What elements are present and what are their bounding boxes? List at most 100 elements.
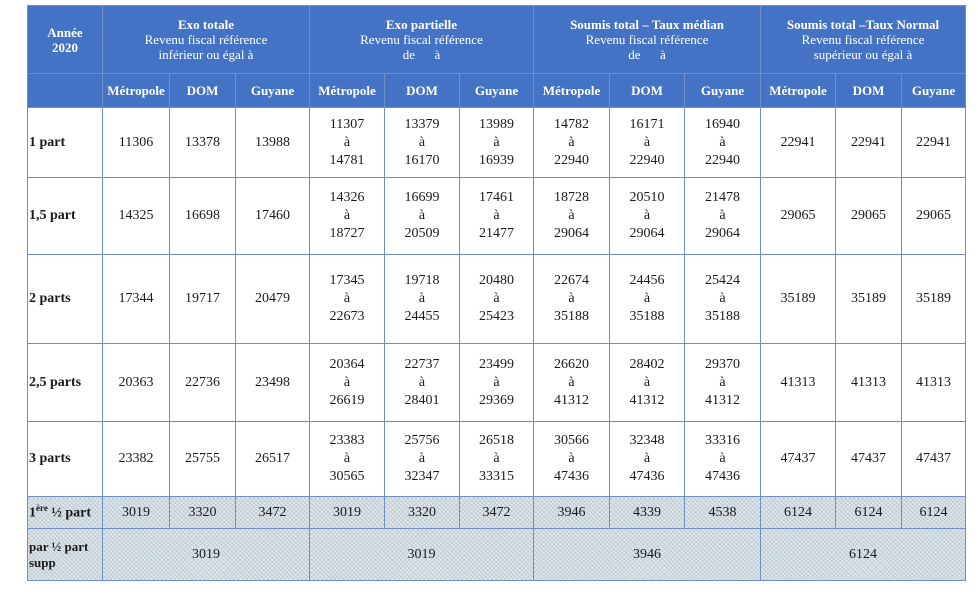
range-from: 28402 <box>629 356 665 372</box>
group-subtitle-range: de à <box>402 47 441 62</box>
range-from: 33316 <box>705 433 740 448</box>
range-cell: 16940 à 22940 <box>684 107 761 178</box>
subheader-metropole: Métropole <box>309 73 385 108</box>
subheader-metropole: Métropole <box>760 73 836 108</box>
row-label-rest: ½ part <box>47 505 91 521</box>
value-cell: 4538 <box>684 496 761 529</box>
range-to: 20509 <box>404 226 440 241</box>
value-cell: 14325 <box>102 177 170 255</box>
range-sep: à <box>418 374 426 390</box>
value-cell: 6124 <box>901 496 966 529</box>
range-from: 23383 <box>329 433 365 448</box>
value-cell: 3320 <box>169 496 236 529</box>
range-sep: à <box>418 451 426 466</box>
header-row: Année 2020 Exo totale Revenu fiscal réfé… <box>27 5 966 74</box>
range-from: 21478 <box>705 190 740 205</box>
table-row: 2 parts 17344 19717 20479 17345 à 22673 19… <box>27 254 966 344</box>
range-from: 23499 <box>479 356 514 372</box>
value-cell: 3019 <box>102 528 310 581</box>
range-to: 21477 <box>479 226 514 241</box>
subheader-guyane: Guyane <box>459 73 534 108</box>
value-cell: 22736 <box>169 343 236 422</box>
range-to: 22940 <box>705 152 740 168</box>
range-to: 35188 <box>629 309 665 324</box>
year-label: Année 2020 <box>47 24 83 55</box>
range-to: 22940 <box>629 152 665 168</box>
value-cell: 19717 <box>169 254 236 344</box>
range-sep: à <box>343 134 351 150</box>
group-header-taux-median: Soumis total – Taux médian Revenu fiscal… <box>533 5 761 74</box>
range-sep: à <box>643 134 651 150</box>
range-from: 14782 <box>554 116 589 132</box>
range-cell: 22737 à 28401 <box>384 343 460 422</box>
row-label: 1 part <box>27 107 103 178</box>
range-sep: à <box>343 208 351 223</box>
row-label: 2 parts <box>27 254 103 344</box>
value-cell: 3019 <box>102 496 170 529</box>
income-threshold-table: Année 2020 Exo totale Revenu fiscal réfé… <box>27 5 966 581</box>
table-row: 2,5 parts 20363 22736 23498 20364 à 26619 … <box>27 343 966 422</box>
range-to: 29064 <box>629 226 665 241</box>
range-sep: à <box>568 134 575 150</box>
range-from: 20364 <box>329 356 365 372</box>
range-sep: à <box>568 451 575 466</box>
value-cell: 17460 <box>235 177 310 255</box>
range-cell: 26620 à 41312 <box>533 343 610 422</box>
range-to: 29064 <box>554 226 589 241</box>
range-cell: 21478 à 29064 <box>684 177 761 255</box>
group-subtitle: Revenu fiscal référence <box>801 32 925 47</box>
range-sep: à <box>719 451 726 466</box>
subheader-metropole: Métropole <box>533 73 610 108</box>
range-from: 20480 <box>479 273 514 288</box>
range-cell: 18728 à 29064 <box>533 177 610 255</box>
range-from: 26518 <box>479 433 514 448</box>
range-sep: à <box>493 291 500 306</box>
range-cell: 32348 à 47436 <box>609 421 685 497</box>
range-cell: 11307 à 14781 <box>309 107 385 178</box>
subheader-dom: DOM <box>835 73 902 108</box>
value-cell: 20479 <box>235 254 310 344</box>
range-cell: 16171 à 22940 <box>609 107 685 178</box>
group-title: Soumis total – Taux médian <box>570 17 724 32</box>
year-header-cell: Année 2020 <box>27 5 103 74</box>
range-cell: 22674 à 35188 <box>533 254 610 344</box>
value-cell: 23382 <box>102 421 170 497</box>
range-to: 47436 <box>629 469 665 484</box>
range-sep: à <box>643 374 651 390</box>
value-cell: 29065 <box>835 177 902 255</box>
first-half-part-row: 1ère ½ part 3019 3320 3472 3019 3320 347… <box>27 496 966 529</box>
value-cell: 47437 <box>760 421 836 497</box>
group-subtitle-range: inférieur ou égal à <box>158 47 254 62</box>
range-cell: 30566 à 47436 <box>533 421 610 497</box>
group-subtitle-range: de à <box>628 47 666 62</box>
group-subtitle: Revenu fiscal référence <box>360 32 483 47</box>
range-cell: 29370 à 41312 <box>684 343 761 422</box>
range-from: 20510 <box>629 190 665 205</box>
range-from: 16699 <box>404 190 440 205</box>
group-title: Exo partielle <box>385 17 458 32</box>
row-label: 2,5 parts <box>27 343 103 422</box>
range-from: 29370 <box>705 356 740 372</box>
range-from: 22674 <box>554 273 589 288</box>
range-sep: à <box>493 134 500 150</box>
range-from: 26620 <box>554 356 589 372</box>
range-to: 41312 <box>705 392 740 408</box>
range-cell: 14782 à 22940 <box>533 107 610 178</box>
row-label: par ½ part supp <box>27 528 103 581</box>
range-sep: à <box>343 374 351 390</box>
value-cell: 16698 <box>169 177 236 255</box>
range-sep: à <box>343 451 351 466</box>
range-cell: 23383 à 30565 <box>309 421 385 497</box>
value-cell: 22941 <box>835 107 902 178</box>
range-sep: à <box>568 291 575 306</box>
range-sep: à <box>719 134 726 150</box>
range-to: 16170 <box>404 152 440 168</box>
range-to: 47436 <box>705 469 740 484</box>
range-cell: 28402 à 41312 <box>609 343 685 422</box>
range-to: 33315 <box>479 469 514 484</box>
range-from: 17345 <box>329 273 365 288</box>
value-cell: 47437 <box>835 421 902 497</box>
subheader-empty-cell <box>27 73 103 108</box>
table-row: 1,5 part 14325 16698 17460 14326 à 18727 1… <box>27 177 966 255</box>
range-cell: 25756 à 32347 <box>384 421 460 497</box>
